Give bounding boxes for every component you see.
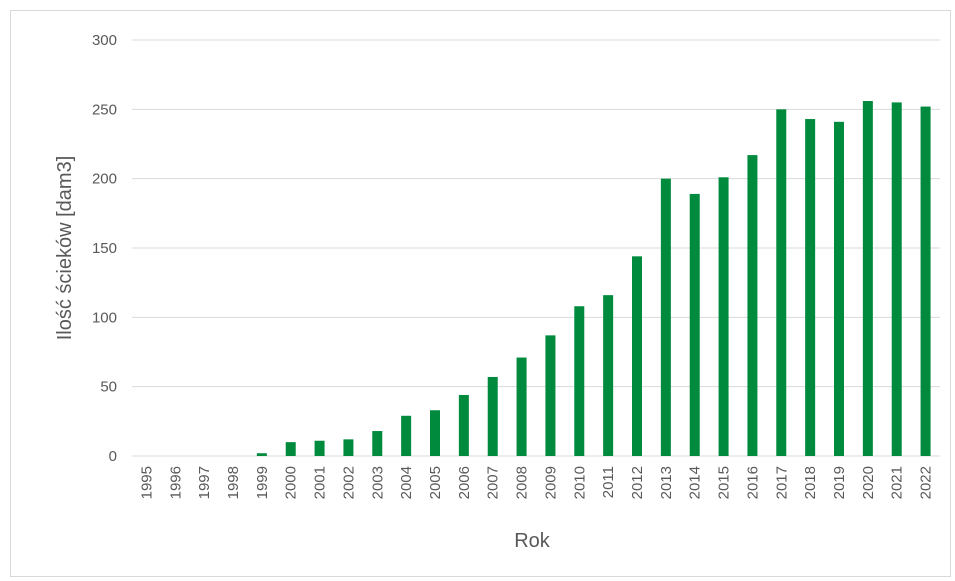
x-tick-label: 2003 [369,466,386,499]
x-tick-label: 2009 [542,466,559,499]
x-tick-label: 2000 [283,466,300,499]
gridlines [132,39,940,457]
y-tick-label: 100 [92,309,117,326]
bar-2007 [487,376,498,456]
chart-frame [10,10,951,577]
bar-2013 [660,178,671,456]
y-tick-label: 200 [92,171,117,188]
y-tick-label: 0 [109,448,117,465]
x-tick-label: 2021 [889,466,906,499]
x-tick-labels: 1995 1996 1997 1998 1999 2000 2001 2002 2003 2004… [138,466,934,499]
bar-2008 [516,357,527,456]
x-tick-label: 2007 [485,466,502,499]
y-axis-title: Ilość ścieków [dam3] [54,156,76,341]
bar-2001 [314,440,325,456]
bar-2003 [372,431,383,456]
x-tick-label: 2020 [860,466,877,499]
bar-2004 [401,415,412,456]
bar-2017 [776,109,787,456]
bar-2000 [285,442,296,456]
bar-2012 [632,256,642,456]
bar-1999 [256,453,267,456]
bars [256,101,931,457]
x-tick-label: 1999 [254,466,271,499]
x-tick-label: 2014 [687,466,704,499]
bar-2009 [545,335,556,456]
x-tick-label: 2008 [514,466,531,499]
bar-2019 [834,121,844,457]
bar-2021 [891,102,902,457]
bar-2016 [747,155,758,457]
y-tick-label: 250 [92,101,117,118]
y-tick-labels: 0 50 100 150 200 250 300 [92,32,117,465]
x-tick-label: 2006 [456,466,473,499]
x-tick-label: 2010 [571,466,588,499]
x-tick-label: 1995 [138,466,155,499]
x-tick-label: 2018 [802,466,819,499]
x-tick-label: 1997 [196,466,213,499]
bar-2011 [603,295,614,456]
x-tick-label: 2016 [744,466,761,499]
x-tick-label: 2011 [600,466,617,498]
x-tick-label: 1998 [225,466,242,499]
x-tick-label: 2022 [918,466,935,499]
y-tick-label: 50 [100,379,117,396]
x-tick-label: 1996 [167,466,184,499]
bar-2020 [862,101,873,456]
bar-2006 [458,394,469,456]
x-tick-label: 2017 [773,466,790,499]
bar-2015 [718,177,729,456]
y-tick-label: 300 [92,32,117,49]
bar-2022 [920,106,931,456]
bar-2002 [343,439,354,456]
x-tick-label: 2004 [398,466,415,499]
x-tick-label: 2013 [658,466,675,499]
x-tick-label: 2012 [629,466,646,499]
x-axis-title: Rok [514,530,551,552]
x-tick-label: 2002 [340,466,357,499]
bar-2014 [689,193,700,457]
bar-2010 [574,306,585,456]
x-tick-label: 2001 [312,466,329,499]
x-tick-label: 2019 [831,466,848,499]
bar-2005 [430,410,440,456]
x-tick-label: 2005 [427,466,444,499]
x-tick-label: 2015 [716,466,733,499]
y-tick-label: 150 [92,240,117,257]
bar-2018 [805,119,816,456]
